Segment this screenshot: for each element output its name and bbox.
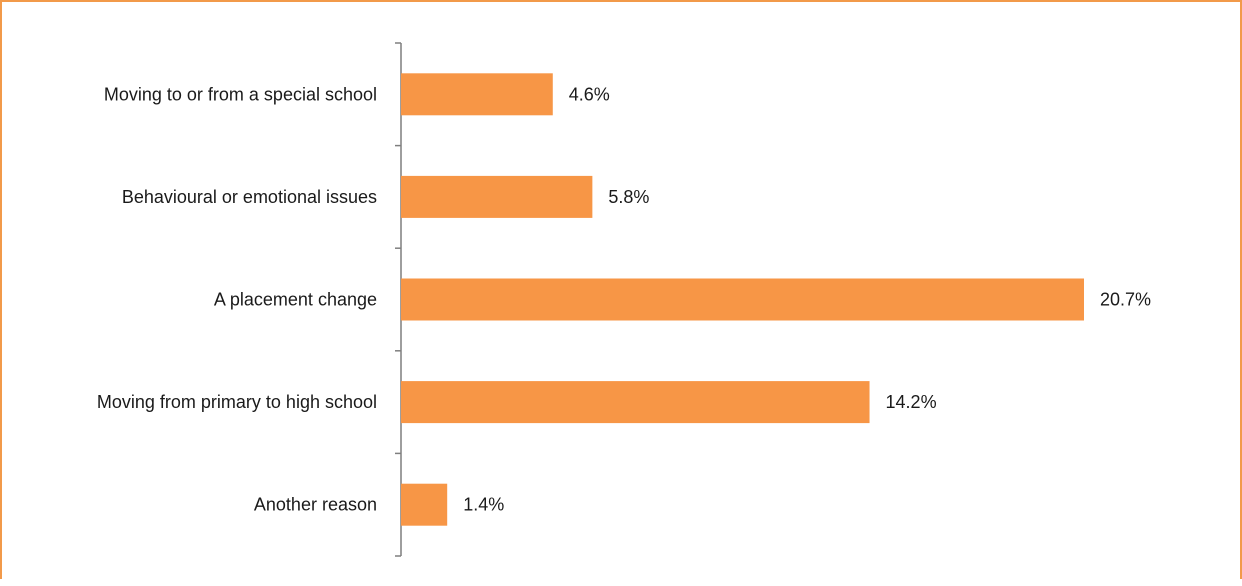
category-tick-label: Another reason [254, 495, 377, 515]
bar-value-label: 5.8% [608, 187, 649, 207]
bar-value-label: 4.6% [569, 84, 610, 104]
category-tick-label: A placement change [214, 290, 377, 310]
category-tick-label: Moving to or from a special school [104, 84, 377, 104]
bar-value-label: 14.2% [886, 392, 937, 412]
bar [401, 483, 448, 526]
bar [401, 278, 1084, 321]
bar [401, 73, 553, 116]
bar [401, 381, 870, 424]
category-tick-label: Moving from primary to high school [97, 392, 377, 412]
bar-value-label: 20.7% [1100, 290, 1151, 310]
category-tick-label: Behavioural or emotional issues [122, 187, 377, 207]
bar [401, 175, 593, 218]
bar-value-label: 1.4% [463, 495, 504, 515]
